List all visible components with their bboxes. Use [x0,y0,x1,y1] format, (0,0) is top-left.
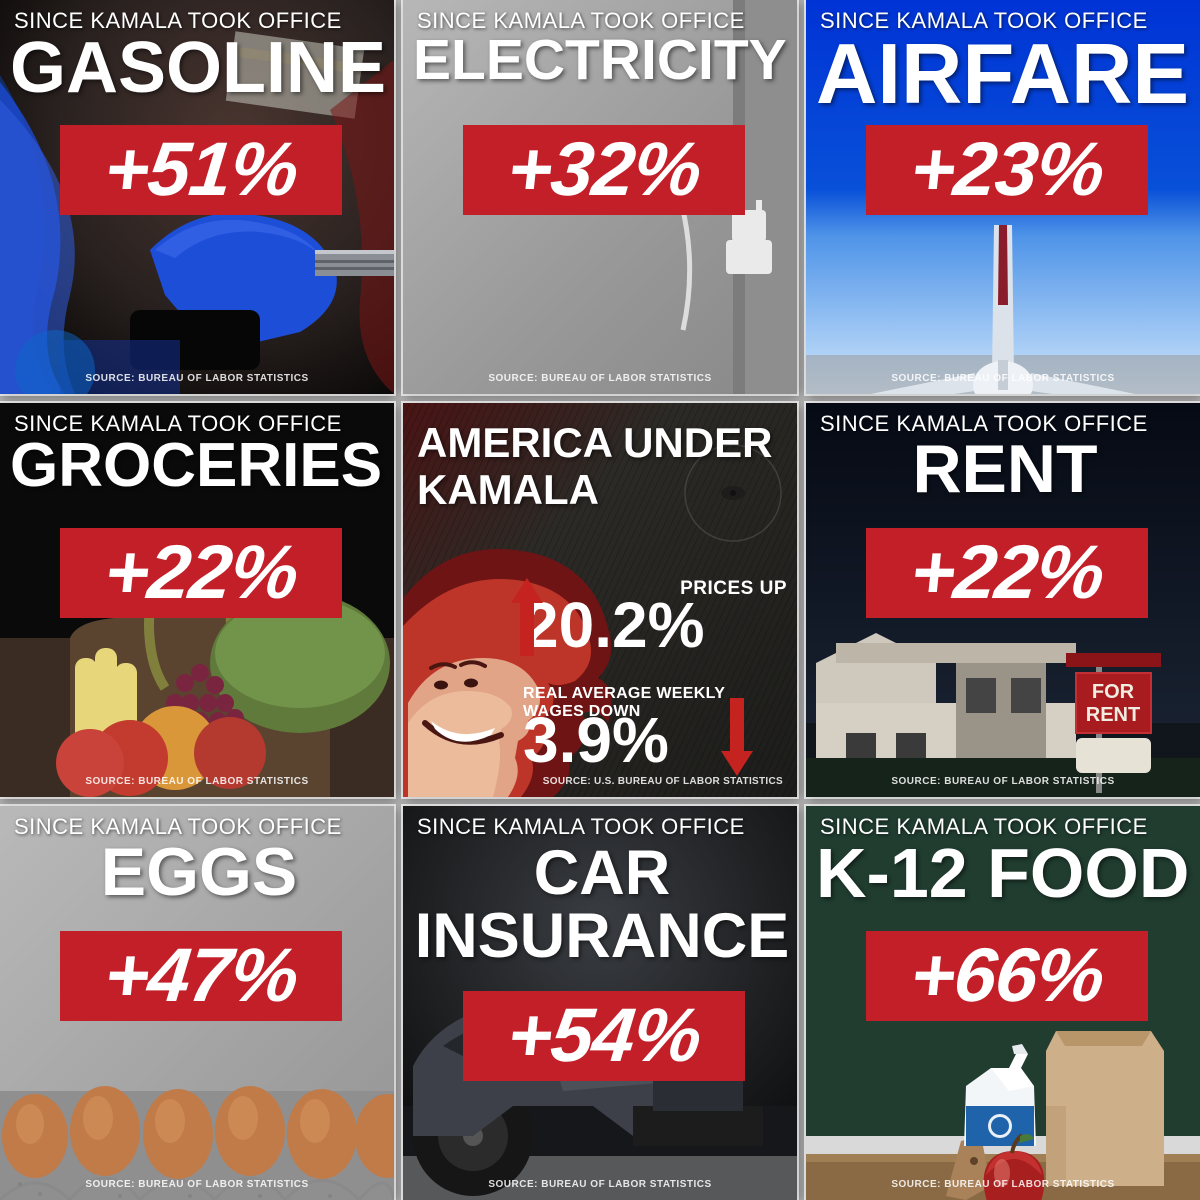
svg-text:RENT: RENT [1086,704,1140,726]
svg-text:FOR: FOR [1092,681,1135,703]
